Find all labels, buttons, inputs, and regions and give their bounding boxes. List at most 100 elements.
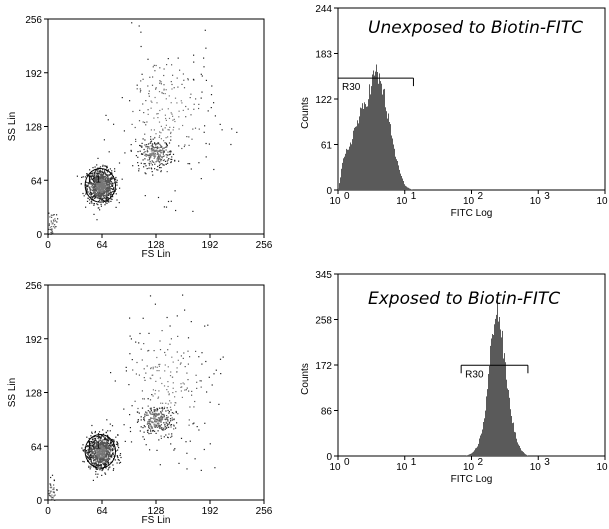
scatter-point	[125, 366, 127, 368]
scatter-point	[101, 184, 103, 186]
scatter-point	[104, 458, 106, 460]
scatter-point	[95, 189, 97, 191]
scatter-point	[144, 414, 146, 416]
scatter-point	[110, 180, 112, 182]
scatter-point	[98, 185, 101, 187]
scatter-point	[170, 414, 172, 417]
scatter-point	[167, 129, 169, 131]
scatter-point	[92, 437, 94, 439]
scatter-point	[103, 190, 105, 192]
histogram-bar	[373, 70, 374, 190]
scatter-point	[111, 449, 113, 451]
scatter-point	[107, 442, 109, 444]
scatter-point	[97, 194, 99, 196]
scatter-point	[170, 161, 172, 164]
y-tick-label: 192	[25, 69, 42, 80]
scatter-point	[168, 129, 170, 131]
histogram-bar	[467, 455, 468, 456]
scatter-point	[137, 419, 139, 421]
scatter-point	[170, 424, 172, 426]
scatter-point	[112, 189, 114, 191]
scatter-point	[182, 382, 184, 384]
scatter-point	[161, 416, 163, 418]
scatter-point	[99, 441, 102, 443]
scatter-point	[54, 494, 56, 496]
scatter-point	[98, 186, 100, 188]
scatter-point	[121, 97, 123, 99]
chart-title: Unexposed to Biotin-FITC	[368, 18, 583, 38]
scatter-point	[106, 179, 109, 181]
scatter-point	[98, 436, 100, 438]
histogram-bar	[486, 396, 487, 456]
scatter-point	[106, 200, 108, 202]
scatter-point	[95, 442, 97, 444]
scatter-point	[205, 156, 207, 158]
scatter-point	[83, 449, 85, 451]
scatter-point	[166, 145, 168, 147]
scatter-point	[159, 143, 161, 146]
scatter-point	[98, 460, 100, 463]
scatter-point	[94, 172, 96, 174]
scatter-point	[194, 400, 196, 403]
scatter-point	[90, 447, 92, 449]
scatter-point	[147, 423, 149, 425]
scatter-point	[149, 412, 151, 414]
scatter-point	[93, 186, 95, 188]
scatter-point	[200, 97, 202, 99]
scatter-point	[143, 368, 145, 370]
scatter-point	[99, 176, 101, 179]
scatter-point	[151, 152, 153, 154]
scatter-point	[176, 367, 178, 369]
scatter-point	[152, 146, 154, 148]
scatter-point	[194, 458, 196, 460]
scatter-point	[101, 449, 103, 452]
scatter-point	[174, 160, 176, 162]
scatter-point	[151, 154, 153, 156]
scatter-point	[98, 447, 100, 449]
scatter-point	[89, 443, 91, 445]
scatter-point	[103, 448, 105, 450]
scatter-point	[113, 190, 115, 192]
scatter-point	[177, 335, 179, 337]
histogram-bar	[474, 450, 475, 456]
scatter-point	[160, 435, 162, 437]
scatter-point	[87, 452, 89, 454]
scatter-point	[159, 419, 161, 421]
scatter-point	[97, 197, 99, 199]
scatter-point	[94, 190, 96, 192]
scatter-point	[200, 73, 202, 75]
scatter-point	[187, 337, 190, 339]
scatter-point	[158, 155, 160, 157]
scatter-point	[106, 458, 108, 460]
scatter-point	[91, 455, 93, 458]
scatter-point	[91, 442, 93, 445]
scatter-point	[145, 100, 147, 102]
scatter-point	[152, 161, 154, 163]
scatter-point	[103, 436, 105, 438]
y-tick-label: 244	[315, 4, 332, 15]
histogram-bar	[369, 84, 370, 190]
scatter-point	[102, 454, 104, 456]
scatter-point	[168, 412, 170, 414]
histogram-bar	[410, 188, 411, 190]
scatter-point	[161, 149, 163, 151]
scatter-point	[113, 123, 115, 125]
scatter-point	[139, 109, 141, 111]
scatter-point	[98, 179, 100, 181]
scatter-point	[154, 389, 157, 392]
scatter-point	[106, 450, 108, 452]
y-tick-label: 345	[315, 270, 332, 281]
scatter-point	[95, 196, 97, 198]
scatter-point	[116, 462, 118, 464]
scatter-point	[93, 454, 95, 456]
scatter-point	[215, 369, 217, 371]
scatter-point	[111, 172, 113, 174]
scatter-point	[158, 160, 160, 163]
scatter-point	[170, 139, 172, 141]
scatter-point	[159, 425, 162, 427]
histogram-bar	[360, 107, 361, 190]
scatter-point	[99, 191, 101, 193]
scatter-point	[100, 193, 102, 195]
